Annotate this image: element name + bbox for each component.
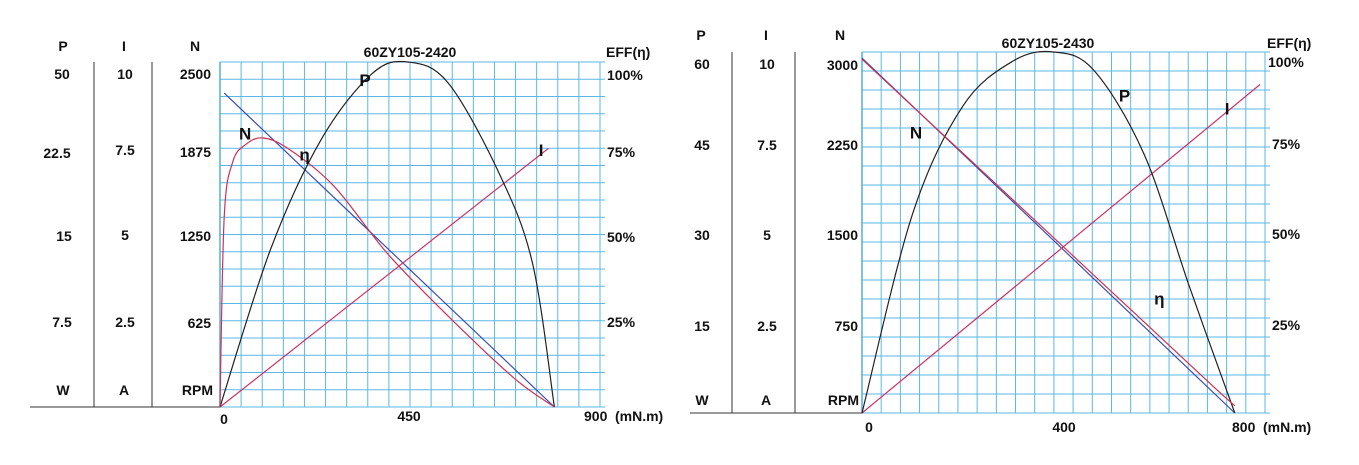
chart-1-p-tick: 7.5 xyxy=(52,314,72,330)
chart-1-eff-label: EFF(η) xyxy=(606,44,650,60)
chart-1-eff-tick: 75% xyxy=(607,144,636,160)
chart-1-n-tick: 1250 xyxy=(180,228,211,244)
chart-1-header-n: N xyxy=(190,38,200,54)
chart-1-eff-tick: 25% xyxy=(607,314,636,330)
chart-1-n-tick: 2500 xyxy=(180,66,211,82)
series-i-line xyxy=(219,147,549,408)
series-label-i: I xyxy=(1225,100,1230,119)
series-efficiency-line xyxy=(219,137,555,408)
chart-2-n-tick: 3000 xyxy=(827,57,858,73)
chart-2-p-tick: 30 xyxy=(694,227,710,243)
chart-2-i-tick: 5 xyxy=(763,227,771,243)
chart-2-p-tick: 45 xyxy=(694,137,710,153)
chart-2-marks: N P Iη xyxy=(910,86,1230,308)
chart-1-x-label: (mN.m) xyxy=(615,408,663,424)
chart-2-i-tick: 7.5 xyxy=(757,137,777,153)
chart-1-marks: Nη P I xyxy=(239,71,544,165)
chart-2-eff-label: EFF(η) xyxy=(1267,35,1311,51)
chart-1-p-tick: 15 xyxy=(56,228,72,244)
chart-2-n-tick: 750 xyxy=(835,318,859,334)
chart-2-p-tick: 60 xyxy=(694,56,710,72)
chart-2-grid xyxy=(861,51,1270,414)
chart-60zy105-2430: N P Iη 60ZY105-2430 P I N 60 45 30 15 10 7… xyxy=(690,27,1311,435)
chart-1-series xyxy=(219,60,555,408)
chart-2-unit-w: W xyxy=(695,392,709,408)
chart-2-i-tick: 10 xyxy=(759,56,775,72)
chart-2-n-tick: 1500 xyxy=(827,227,858,243)
chart-1-unit-w: W xyxy=(56,382,70,398)
chart-1-eff-tick: 50% xyxy=(607,229,636,245)
chart-2-p-tick: 15 xyxy=(694,318,710,334)
chart-1-i-tick: 10 xyxy=(117,66,133,82)
chart-1-i-tick: 2.5 xyxy=(115,314,135,330)
chart-2-i-tick: 2.5 xyxy=(757,318,777,334)
chart-1-i-tick: 5 xyxy=(121,227,129,243)
chart-1-x-tick: 450 xyxy=(397,408,421,424)
chart-1-header-p: P xyxy=(58,38,67,54)
chart-2-eff-tick: 25% xyxy=(1272,317,1301,333)
series-label-efficiency: η xyxy=(299,146,309,165)
chart-2-n-tick: 2250 xyxy=(827,137,858,153)
chart-1-x-tick: 900 xyxy=(584,408,608,424)
chart-2-unit-rpm: RPM xyxy=(828,392,859,408)
chart-1-header-i: I xyxy=(122,38,126,54)
chart-2-eff-tick: 50% xyxy=(1272,226,1301,242)
series-label-efficiency: η xyxy=(1154,290,1164,309)
chart-2-x-tick: 800 xyxy=(1232,419,1256,435)
chart-1-unit-a: A xyxy=(119,382,129,398)
chart-1-unit-rpm: RPM xyxy=(182,382,213,398)
chart-2-header-p: P xyxy=(696,27,705,43)
series-label-i: I xyxy=(539,141,544,160)
chart-2-header-i: I xyxy=(764,27,768,43)
chart-1-i-tick: 7.5 xyxy=(115,142,135,158)
chart-1-title: 60ZY105-2420 xyxy=(364,44,457,60)
chart-1-eff-tick: 100% xyxy=(607,67,643,83)
chart-2-eff-tick: 100% xyxy=(1268,54,1304,70)
chart-2-header-n: N xyxy=(835,27,845,43)
chart-2-x-tick: 0 xyxy=(865,419,873,435)
series-label-n: N xyxy=(910,124,922,143)
series-n-line xyxy=(223,92,555,408)
chart-2-series xyxy=(861,50,1261,414)
chart-2-unit-a: A xyxy=(761,392,771,408)
chart-1-p-tick: 22.5 xyxy=(43,145,70,161)
series-p-line xyxy=(219,60,555,408)
series-p-line xyxy=(861,50,1236,414)
chart-2-x-tick: 400 xyxy=(1052,419,1076,435)
series-label-p: P xyxy=(1119,86,1130,105)
series-label-n: N xyxy=(239,124,251,143)
chart-1-p-tick: 50 xyxy=(54,66,70,82)
chart-2-x-label: (mN.m) xyxy=(1263,419,1311,435)
series-label-p: P xyxy=(359,71,370,90)
series-efficiency-line xyxy=(861,58,1236,407)
chart-1-x-tick: 0 xyxy=(220,411,228,427)
chart-1-n-tick: 625 xyxy=(188,315,212,331)
series-i-line xyxy=(861,84,1261,414)
chart-2-title: 60ZY105-2430 xyxy=(1002,35,1095,51)
chart-2-eff-tick: 75% xyxy=(1272,136,1301,152)
chart-1-n-tick: 1875 xyxy=(180,144,211,160)
